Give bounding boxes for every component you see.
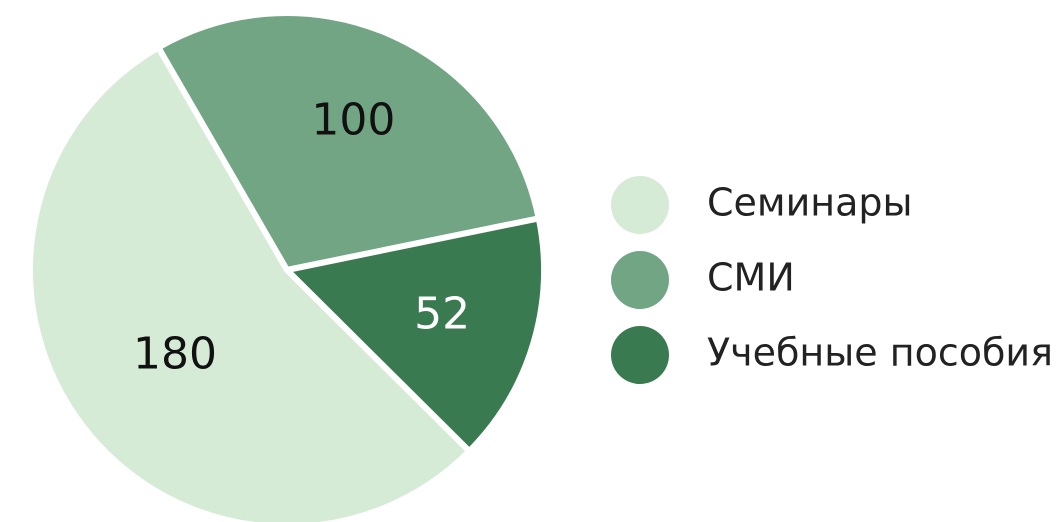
data-label: 52 [414, 288, 470, 339]
legend-label: Семинары [707, 181, 913, 225]
pie-slice [27, 44, 473, 522]
legend-swatch [611, 176, 669, 234]
legend-swatch [611, 326, 669, 384]
pie-slice [284, 215, 547, 455]
data-label: 100 [311, 94, 395, 145]
legend-label: СМИ [707, 256, 795, 300]
legend-swatch [611, 251, 669, 309]
legend-label: Учебные пособия [707, 331, 1053, 375]
pie-slice [155, 10, 542, 273]
data-label: 180 [133, 328, 217, 379]
